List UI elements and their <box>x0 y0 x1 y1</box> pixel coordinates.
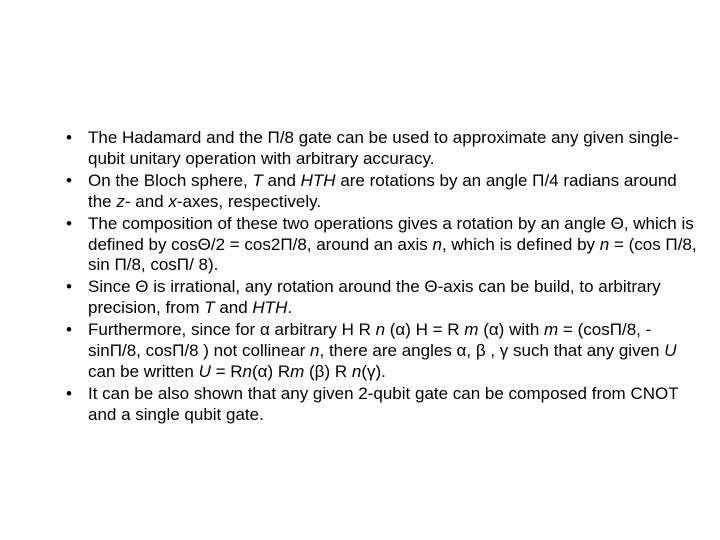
list-item: The Hadamard and the Π/8 gate can be use… <box>60 128 700 170</box>
list-item: Furthermore, since for α arbitrary H R n… <box>60 320 700 383</box>
list-item: Since Θ is irrational, any rotation arou… <box>60 277 700 319</box>
list-item: It can be also shown that any given 2-qu… <box>60 384 700 426</box>
slide-content: The Hadamard and the Π/8 gate can be use… <box>0 0 720 426</box>
list-item: The composition of these two operations … <box>60 214 700 277</box>
bullet-list: The Hadamard and the Π/8 gate can be use… <box>60 128 700 426</box>
list-item: On the Bloch sphere, T and HTH are rotat… <box>60 171 700 213</box>
